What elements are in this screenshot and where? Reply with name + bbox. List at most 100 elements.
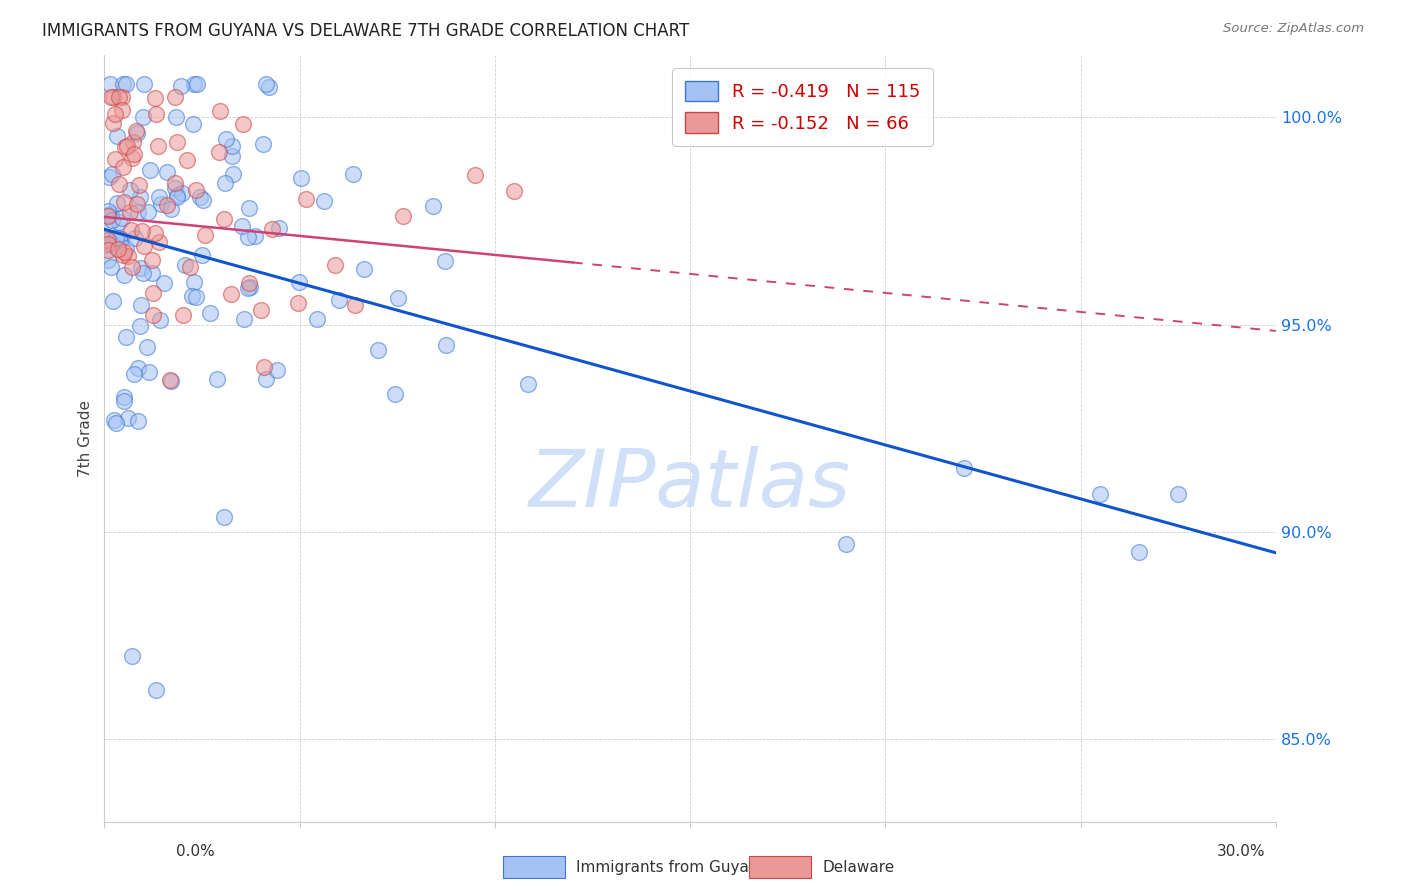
- Point: [118, 183, 141, 197]
- Point: [101, 116, 124, 130]
- Point: [314, 194, 336, 208]
- Point: [136, 204, 159, 219]
- Point: [160, 202, 183, 216]
- Point: [200, 306, 222, 320]
- Point: [238, 202, 260, 216]
- Point: [125, 197, 148, 211]
- Point: [183, 275, 205, 289]
- Point: [262, 222, 284, 236]
- Point: [111, 89, 134, 103]
- Point: [952, 461, 974, 475]
- Point: [160, 375, 183, 389]
- Point: [131, 224, 153, 238]
- Point: [353, 261, 375, 276]
- Point: [97, 233, 120, 247]
- Point: [141, 252, 163, 267]
- Point: [166, 190, 188, 204]
- Point: [153, 276, 176, 290]
- Point: [111, 248, 134, 262]
- Point: [254, 77, 277, 91]
- Point: [163, 181, 186, 195]
- Text: 0.0%: 0.0%: [176, 845, 215, 859]
- Text: Source: ZipAtlas.com: Source: ZipAtlas.com: [1223, 22, 1364, 36]
- Point: [181, 288, 204, 302]
- Point: [125, 126, 148, 140]
- Point: [110, 211, 132, 225]
- Point: [117, 138, 139, 153]
- Point: [97, 253, 120, 268]
- Point: [328, 293, 350, 308]
- Point: [266, 363, 288, 377]
- Point: [138, 365, 160, 379]
- Point: [183, 77, 205, 91]
- Point: [184, 290, 207, 304]
- Point: [145, 107, 167, 121]
- Point: [143, 91, 166, 105]
- Point: [97, 217, 120, 231]
- Point: [132, 110, 155, 124]
- Point: [142, 286, 165, 301]
- Point: [342, 167, 364, 181]
- Point: [139, 162, 162, 177]
- Point: [148, 139, 170, 153]
- Text: IMMIGRANTS FROM GUYANA VS DELAWARE 7TH GRADE CORRELATION CHART: IMMIGRANTS FROM GUYANA VS DELAWARE 7TH G…: [42, 22, 689, 40]
- Point: [287, 296, 309, 310]
- Point: [117, 411, 139, 425]
- Point: [163, 176, 186, 190]
- Point: [141, 266, 163, 280]
- Point: [128, 319, 150, 334]
- Point: [252, 359, 274, 374]
- Point: [163, 89, 186, 103]
- Point: [384, 387, 406, 401]
- Point: [193, 194, 215, 208]
- Point: [436, 337, 458, 351]
- Point: [252, 136, 274, 151]
- Point: [112, 244, 135, 259]
- Point: [105, 416, 128, 430]
- Point: [145, 682, 167, 697]
- Point: [344, 298, 367, 312]
- Point: [114, 241, 136, 255]
- Point: [165, 110, 187, 124]
- Point: [108, 215, 131, 229]
- Point: [219, 286, 242, 301]
- Point: [100, 260, 122, 274]
- Point: [127, 360, 149, 375]
- Point: [143, 226, 166, 240]
- Point: [104, 152, 127, 166]
- Point: [307, 312, 329, 326]
- Point: [250, 303, 273, 318]
- Point: [121, 260, 143, 274]
- Point: [129, 298, 152, 312]
- Point: [105, 128, 128, 143]
- Point: [103, 89, 125, 103]
- Point: [127, 414, 149, 428]
- Point: [110, 232, 132, 246]
- Point: [194, 228, 217, 243]
- Point: [132, 239, 155, 253]
- Point: [132, 266, 155, 280]
- Point: [111, 103, 134, 118]
- Point: [129, 261, 152, 276]
- Point: [287, 275, 309, 289]
- Point: [112, 268, 135, 282]
- Point: [233, 312, 256, 326]
- Point: [97, 236, 120, 251]
- Point: [239, 280, 262, 294]
- Point: [101, 213, 124, 227]
- Point: [183, 117, 205, 131]
- Point: [97, 169, 120, 184]
- Point: [121, 151, 143, 165]
- Point: [172, 308, 194, 322]
- Point: [148, 235, 170, 249]
- Point: [422, 198, 444, 212]
- Point: [179, 260, 201, 275]
- Point: [112, 160, 135, 174]
- Point: [103, 412, 125, 426]
- Point: [191, 248, 214, 262]
- Point: [205, 371, 228, 385]
- Point: [115, 330, 138, 344]
- Point: [103, 294, 125, 309]
- Point: [117, 249, 139, 263]
- Point: [108, 178, 131, 192]
